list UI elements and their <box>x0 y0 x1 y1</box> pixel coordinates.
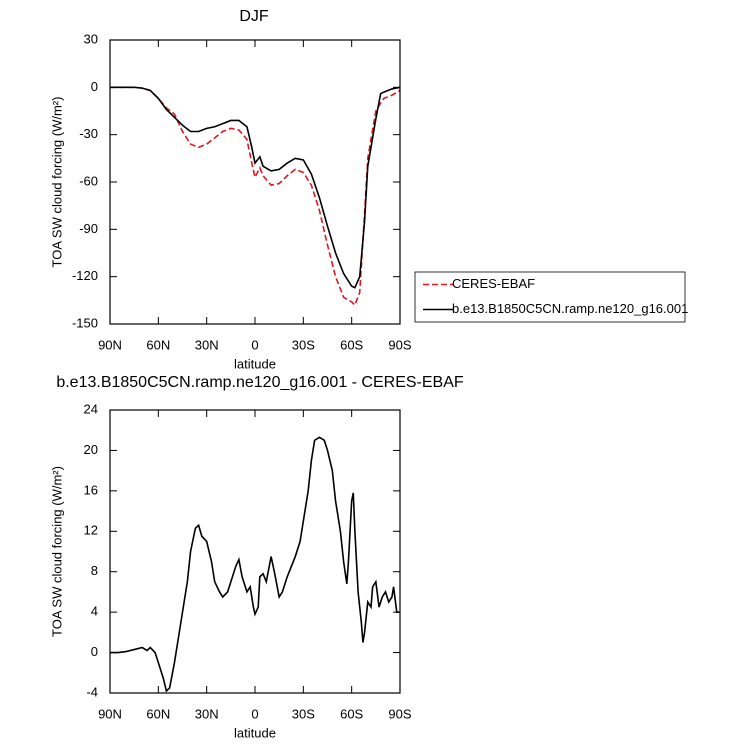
x-tick-label: 30S <box>292 337 315 352</box>
y-tick-label: 0 <box>91 644 98 659</box>
chart-title: b.e13.B1850C5CN.ramp.ne120_g16.001 - CER… <box>56 374 464 391</box>
x-tick-label: 30N <box>195 706 219 721</box>
y-tick-label: 4 <box>91 604 98 619</box>
x-tick-label: 30S <box>292 706 315 721</box>
x-tick-label: 90N <box>98 337 122 352</box>
y-tick-label: 30 <box>84 31 98 46</box>
x-tick-label: 0 <box>251 706 258 721</box>
x-tick-label: 90S <box>388 337 411 352</box>
x-tick-label: 90S <box>388 706 411 721</box>
y-tick-label: -4 <box>86 684 98 699</box>
y-tick-label: 20 <box>84 442 98 457</box>
x-tick-label: 60S <box>340 337 363 352</box>
y-tick-label: -60 <box>79 173 98 188</box>
y-tick-label: -90 <box>79 221 98 236</box>
x-tick-label: 0 <box>251 337 258 352</box>
y-axis-label: TOA SW cloud forcing (W/m²) <box>49 466 64 637</box>
chart-title: DJF <box>239 8 269 25</box>
x-tick-label: 60N <box>146 337 170 352</box>
x-axis-label: latitude <box>234 725 276 740</box>
y-tick-label: 0 <box>91 79 98 94</box>
x-axis-label: latitude <box>234 356 276 371</box>
data-line <box>110 436 400 693</box>
x-tick-label: 30N <box>195 337 219 352</box>
x-tick-label: 90N <box>98 706 122 721</box>
plot-frame <box>109 409 401 694</box>
x-tick-label: 60S <box>340 706 363 721</box>
y-tick-label: -120 <box>72 268 98 283</box>
legend-box <box>414 271 686 323</box>
y-tick-label: 24 <box>84 401 98 416</box>
y-tick-label: -30 <box>79 126 98 141</box>
y-tick-label: 8 <box>91 563 98 578</box>
y-tick-label: -150 <box>72 315 98 330</box>
legend-label: CERES-EBAF <box>452 276 535 291</box>
data-line <box>110 86 401 307</box>
data-line <box>110 86 401 289</box>
legend-label: b.e13.B1850C5CN.ramp.ne120_g16.001 <box>452 301 688 316</box>
plot-frame <box>109 39 401 325</box>
y-tick-label: 16 <box>84 482 98 497</box>
y-tick-label: 12 <box>84 523 98 538</box>
y-axis-label: TOA SW cloud forcing (W/m²) <box>49 97 64 268</box>
x-tick-label: 60N <box>146 706 170 721</box>
